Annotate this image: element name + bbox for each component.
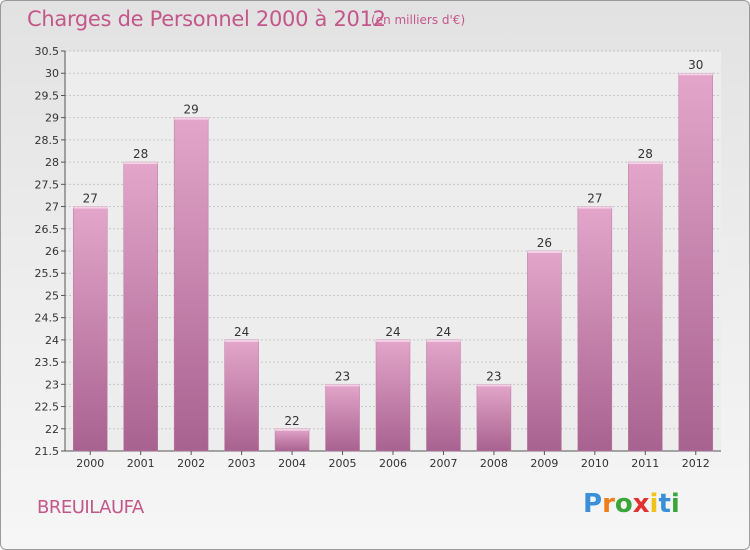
y-tick-label: 26.5 [35, 223, 60, 236]
y-tick-label: 25 [45, 289, 59, 302]
y-tick-label: 30.5 [35, 45, 60, 58]
bar-value-label: 23 [335, 369, 350, 383]
bar-top-highlight [376, 339, 410, 342]
bar-top-highlight [325, 384, 360, 387]
bar-value-label: 22 [284, 414, 299, 428]
bar-value-label: 29 [184, 103, 199, 117]
bar [375, 339, 411, 452]
bar-top-highlight [426, 339, 461, 342]
y-tick-label: 28 [45, 156, 59, 169]
x-tick-label: 2002 [177, 457, 205, 470]
x-tick-label: 2011 [631, 457, 659, 470]
bar-value-label: 30 [688, 58, 703, 72]
y-tick-label: 26 [45, 245, 59, 258]
bar [577, 206, 613, 452]
bar-top-highlight [174, 117, 209, 120]
x-tick-label: 2006 [379, 457, 407, 470]
bar-value-label: 28 [133, 147, 148, 161]
bar-top-highlight [678, 73, 713, 76]
y-tick-label: 23.5 [35, 356, 60, 369]
bar-top-highlight [527, 251, 562, 253]
proxiti-logo[interactable]: Proxiti [583, 489, 680, 519]
bar-value-label: 28 [638, 147, 653, 161]
x-tick-label: 2007 [429, 457, 457, 470]
bar [325, 384, 360, 452]
bar [274, 428, 310, 452]
bar-top-highlight [73, 206, 108, 209]
bar [426, 339, 461, 452]
y-tick-label: 30 [45, 67, 59, 80]
bar-value-label: 27 [83, 192, 98, 206]
chart-title: Charges de Personnel 2000 à 2012 [27, 7, 386, 31]
bar-top-highlight [224, 339, 259, 342]
x-tick-label: 2000 [76, 457, 104, 470]
bar [527, 250, 562, 452]
bar [476, 384, 512, 452]
x-tick-label: 2012 [682, 457, 710, 470]
bar-value-label: 24 [234, 325, 249, 339]
bar-top-highlight [123, 162, 158, 165]
bar-value-label: 23 [486, 369, 501, 383]
x-tick-label: 2005 [329, 457, 357, 470]
bar-value-label: 26 [537, 236, 552, 250]
y-tick-label: 22 [45, 423, 59, 436]
x-tick-label: 2004 [278, 457, 306, 470]
bar-top-highlight [628, 162, 663, 165]
y-tick-label: 21.5 [35, 445, 60, 458]
bar [173, 117, 209, 452]
commune-name: BREUILAUFA [37, 497, 144, 518]
x-tick-label: 2009 [530, 457, 558, 470]
y-tick-label: 27.5 [35, 178, 60, 191]
x-tick-label: 2003 [228, 457, 256, 470]
y-tick-label: 29.5 [35, 89, 60, 102]
y-tick-label: 23 [45, 378, 59, 391]
y-tick-label: 24.5 [35, 312, 60, 325]
y-tick-label: 29 [45, 112, 59, 125]
y-tick-label: 24 [45, 334, 59, 347]
y-tick-label: 27 [45, 201, 59, 214]
x-tick-label: 2010 [581, 457, 609, 470]
bar-top-highlight [275, 428, 310, 431]
y-tick-label: 25.5 [35, 267, 60, 280]
bar [678, 72, 714, 452]
y-tick-label: 22.5 [35, 401, 60, 414]
chart-subtitle: (en milliers d'€) [371, 13, 466, 27]
x-tick-label: 2008 [480, 457, 508, 470]
x-tick-label: 2001 [127, 457, 155, 470]
bar [628, 161, 663, 452]
bar [224, 339, 259, 452]
bar-value-label: 24 [385, 325, 400, 339]
bar-top-highlight [577, 206, 612, 209]
bar-value-label: 24 [436, 325, 451, 339]
bar [123, 161, 158, 452]
bar [72, 206, 108, 452]
bar-value-label: 27 [587, 192, 602, 206]
bar-top-highlight [476, 384, 511, 387]
y-tick-label: 28.5 [35, 134, 60, 147]
